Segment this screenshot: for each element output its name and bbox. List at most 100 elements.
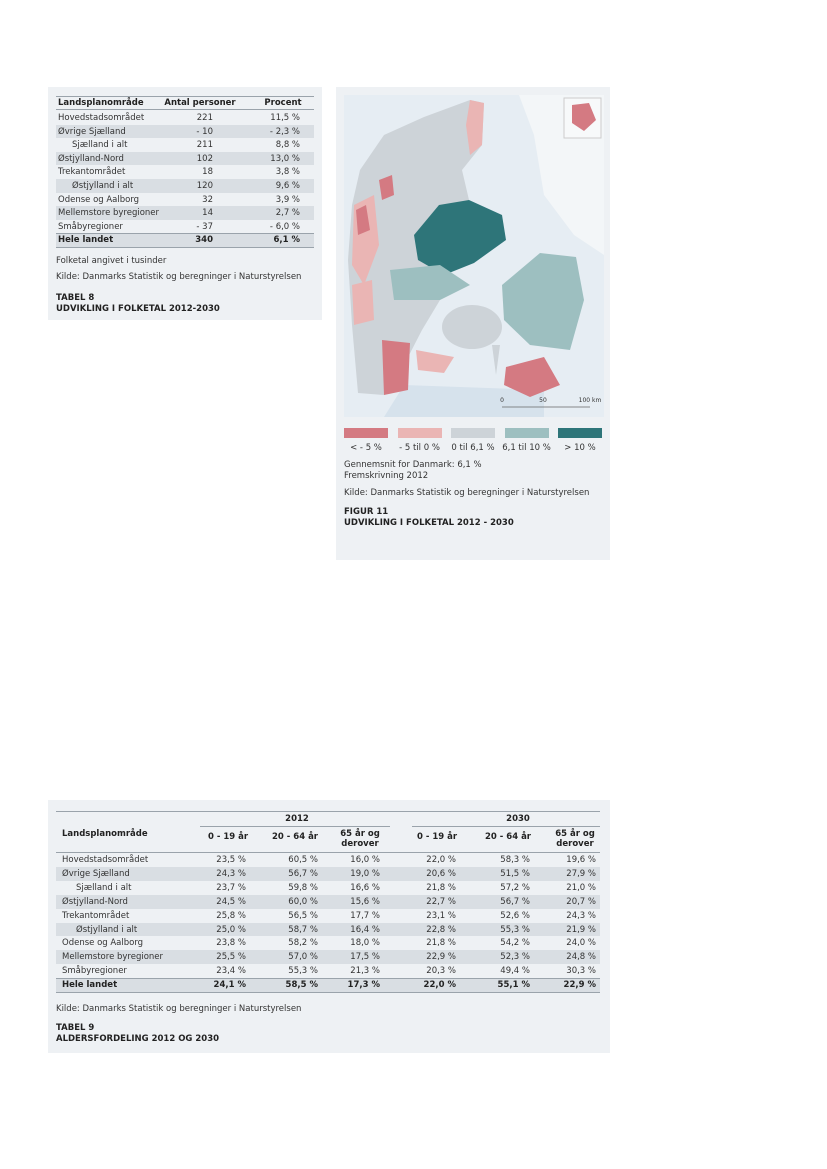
cell: Hele landet xyxy=(58,235,114,246)
legend-label: < - 5 % xyxy=(350,443,382,453)
cell: 221 xyxy=(196,113,213,123)
header: Landsplanområde xyxy=(62,829,148,839)
cell: 24,3 % xyxy=(216,868,246,879)
cell: 3,9 % xyxy=(275,194,300,205)
legend-swatch xyxy=(558,428,602,438)
header: Landsplanområde xyxy=(58,98,144,108)
cell: Odense og Aalborg xyxy=(58,194,140,205)
legend-swatch xyxy=(451,428,495,438)
cell: 56,5 % xyxy=(288,910,318,921)
cell: 56,7 % xyxy=(288,868,318,879)
cell: 340 xyxy=(195,235,213,246)
cell: 24,1 % xyxy=(213,980,246,991)
legend-label: > 10 % xyxy=(564,443,596,453)
legend-label: 6,1 til 10 % xyxy=(502,443,551,453)
cell: 11,5 % xyxy=(270,113,300,123)
note: Kilde: Danmarks Statistik og beregninger… xyxy=(344,488,590,498)
header: Procent xyxy=(264,98,302,108)
cell: 102 xyxy=(196,153,213,164)
header: 65 år og derover xyxy=(340,829,380,849)
cell: 57,0 % xyxy=(288,952,318,963)
table-label: TABEL 9 xyxy=(56,1023,95,1033)
note: Kilde: Danmarks Statistik og beregninger… xyxy=(56,1004,302,1014)
cell: - 6,0 % xyxy=(269,221,300,232)
row-shade xyxy=(56,179,314,193)
cell: 55,3 % xyxy=(288,966,318,977)
cell: 24,3 % xyxy=(566,910,596,921)
cell: 20,7 % xyxy=(566,896,596,907)
rule xyxy=(56,233,314,235)
rule xyxy=(56,247,314,248)
cell: 58,2 % xyxy=(288,938,318,949)
scale-label: 0 xyxy=(500,397,504,404)
cell: 16,6 % xyxy=(350,882,380,893)
cell: 60,0 % xyxy=(288,896,318,907)
legend-swatch xyxy=(504,428,549,438)
header: 20 - 64 år xyxy=(485,832,531,842)
cell: Trekantområdet xyxy=(62,910,130,921)
row-shade xyxy=(56,233,314,247)
group-header: 2012 xyxy=(285,814,309,824)
scale-label: 100 km xyxy=(578,397,602,404)
row-shade xyxy=(56,151,314,166)
legend-swatch xyxy=(344,428,388,438)
cell: 56,7 % xyxy=(500,896,530,907)
rule xyxy=(200,826,390,827)
cell: 52,6 % xyxy=(500,910,530,921)
cell: 55,1 % xyxy=(497,980,530,991)
cell: 58,3 % xyxy=(500,855,530,865)
cell: 22,9 % xyxy=(426,952,456,963)
cell: 20,6 % xyxy=(426,868,456,879)
rule xyxy=(56,978,600,980)
cell: 25,5 % xyxy=(216,952,246,963)
cell: 23,1 % xyxy=(426,910,456,921)
cell: 58,5 % xyxy=(285,980,318,991)
cell: 3,8 % xyxy=(275,167,300,178)
row-shade xyxy=(56,950,600,965)
row-shade xyxy=(56,894,600,909)
cell: 32 xyxy=(202,194,213,205)
cell: 6,1 % xyxy=(273,235,300,246)
row-shade xyxy=(56,206,314,220)
table-label: TABEL 8 xyxy=(56,293,95,303)
cell: 21,9 % xyxy=(566,924,596,935)
cell: 19,6 % xyxy=(566,855,596,865)
cell: 19,0 % xyxy=(350,868,380,879)
cell: 23,5 % xyxy=(216,855,246,865)
cell: 25,8 % xyxy=(216,910,246,921)
cell: 22,9 % xyxy=(563,980,596,991)
cell: 18,0 % xyxy=(350,938,380,949)
note: Gennemsnit for Danmark: 6,1 % xyxy=(344,460,482,470)
cell: 52,3 % xyxy=(500,952,530,963)
cell: Østjylland-Nord xyxy=(58,153,124,164)
cell: 211 xyxy=(196,140,213,151)
cell: 24,0 % xyxy=(566,938,596,949)
cell: 8,8 % xyxy=(275,140,300,151)
cell: 120 xyxy=(196,181,213,191)
cell: Øvrige Sjælland xyxy=(62,868,130,879)
cell: 21,8 % xyxy=(426,938,456,949)
cell: 21,8 % xyxy=(426,882,456,893)
cell: 23,4 % xyxy=(216,966,246,977)
cell: 54,2 % xyxy=(500,938,530,949)
cell: 17,5 % xyxy=(350,952,380,963)
legend-label: - 5 til 0 % xyxy=(399,443,440,453)
legend-label: 0 til 6,1 % xyxy=(451,443,495,453)
cell: Hovedstadsområdet xyxy=(58,113,145,123)
cell: 22,8 % xyxy=(426,924,456,935)
row-shade xyxy=(56,922,600,937)
cell: 55,3 % xyxy=(500,924,530,935)
rule xyxy=(56,852,600,853)
group-header: 2030 xyxy=(506,814,530,824)
cell: 27,9 % xyxy=(566,868,596,879)
rule xyxy=(56,811,600,812)
cell: 17,7 % xyxy=(350,910,380,921)
cell: 22,0 % xyxy=(426,855,456,865)
scale-label: 50 xyxy=(539,397,547,404)
map xyxy=(344,95,604,417)
cell: Øvrige Sjælland xyxy=(58,126,126,137)
cell: 22,7 % xyxy=(426,896,456,907)
rule xyxy=(56,96,314,97)
header: 65 år og derover xyxy=(555,829,595,849)
